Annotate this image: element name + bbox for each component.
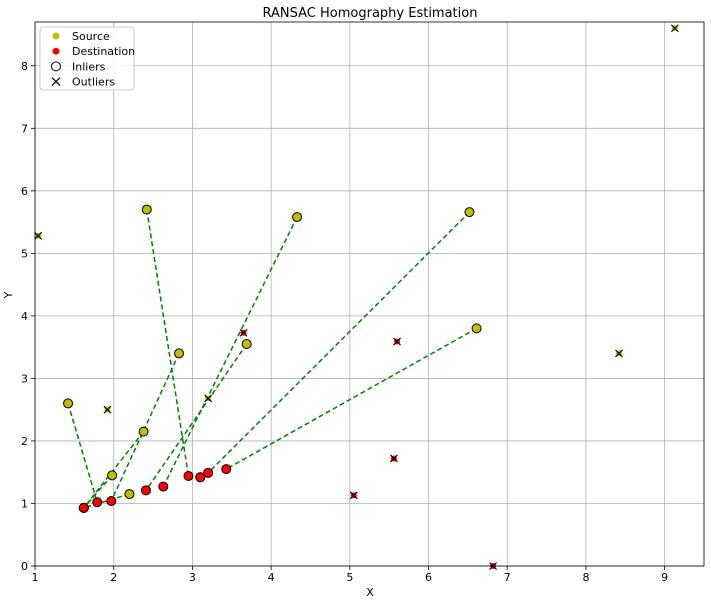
source-inlier-point [63,398,74,409]
legend-label: Outliers [72,76,115,89]
destination-inlier-point [106,495,117,506]
inlier-match-line [67,403,98,503]
y-tick-label: 5 [21,247,28,260]
y-axis-label: Y [2,291,15,299]
destination-inlier-point [140,485,151,496]
x-tick-label: 1 [32,571,39,584]
outlier-x-marker [615,349,623,358]
legend-marker [52,47,60,55]
inlier-match-line [146,209,190,477]
grid-lines [34,22,704,567]
legend-entry: Outliers [51,76,115,89]
inlier-match-line [162,216,298,487]
legend-entry: Destination [52,45,135,58]
x-tick-label: 3 [189,571,196,584]
outlier-x-marker [34,231,43,240]
destination-inlier-point [203,467,214,478]
source-inlier-point [292,212,303,223]
destination-inlier-point [92,497,103,508]
legend-box [39,26,135,91]
legend-marker [51,61,61,72]
outlier-x-marker [670,24,679,33]
source-inlier-point [141,204,152,215]
legend-entry: Source [52,30,110,43]
outlier-x-marker [349,491,358,500]
destination-inlier-point [183,470,194,481]
source-inlier-point [471,323,482,334]
source-inlier-point [124,489,135,500]
x-tick-label: 4 [268,571,275,584]
inlier-match-line [207,211,470,474]
destination-inlier-point [221,464,232,475]
inlier-match-line [145,343,248,491]
source-inlier-point [464,207,475,218]
outlier-x-marker [393,337,401,346]
legend-marker [52,32,60,40]
legend: Source Destination Inliers Outliers [39,26,135,91]
source-inlier-point [107,470,118,481]
y-tick-label: 8 [21,60,28,73]
legend-entry: Inliers [51,60,106,73]
outlier-x-marker [389,454,398,463]
x-axis-label: X [366,586,374,599]
source-inlier-point [174,348,185,359]
destination-inlier-point [158,481,169,492]
outlier-x-marker [204,394,213,403]
chart-title: RANSAC Homography Estimation [263,6,478,21]
data-points [34,24,679,570]
y-tick-label: 0 [21,560,28,573]
destination-inlier-point [195,472,206,483]
plot-frame [34,21,705,567]
inlier-match-line [83,431,145,509]
outlier-x-marker [103,405,112,414]
y-tick-label: 4 [21,310,28,323]
y-tick-label: 3 [21,372,28,385]
x-tick-label: 5 [346,571,353,584]
y-tick-label: 2 [21,435,28,448]
match-lines [67,209,477,509]
source-inlier-point [138,426,149,437]
legend-label: Source [72,30,110,43]
destination-inlier-point [78,502,89,513]
legend-marker [51,77,61,87]
x-tick-label: 9 [661,571,668,584]
outlier-x-marker [239,328,248,337]
y-tick-label: 7 [21,122,28,135]
x-tick-label: 8 [582,571,589,584]
x-tick-label: 6 [425,571,432,584]
legend-label: Inliers [72,60,106,73]
inlier-match-line [225,327,477,470]
y-tick-label: 1 [21,497,28,510]
legend-label: Destination [72,45,135,58]
y-tick-label: 6 [21,185,28,198]
x-tick-label: 7 [504,571,511,584]
source-inlier-point [241,339,252,350]
x-tick-label: 2 [110,571,117,584]
